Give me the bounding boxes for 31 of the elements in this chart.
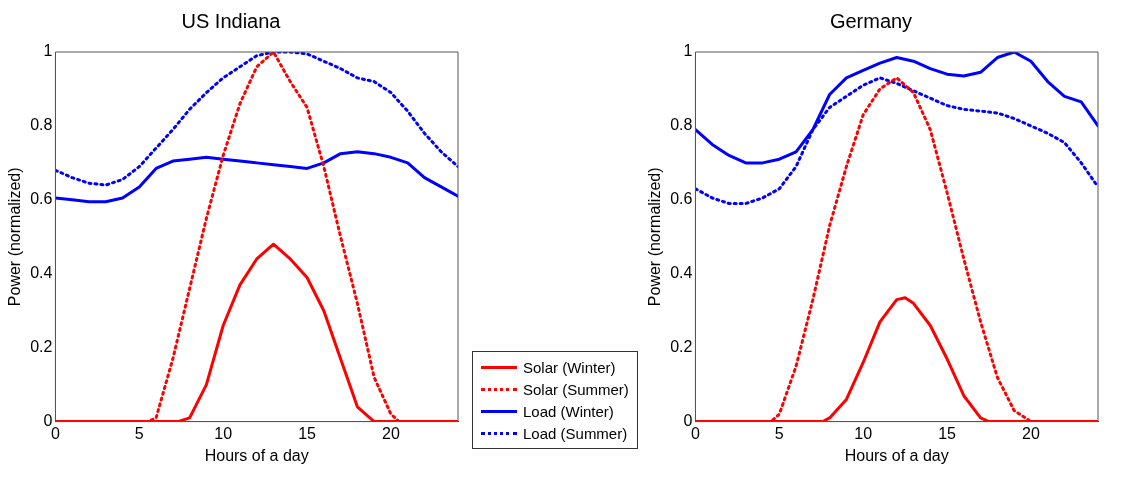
x-tick-label: 5 bbox=[134, 424, 144, 442]
legend-label: Solar (Summer) bbox=[523, 380, 629, 398]
y-tick-label: 0 bbox=[43, 412, 53, 430]
x-axis-title: Hours of a day bbox=[204, 446, 309, 464]
legend-label: Load (Summer) bbox=[523, 424, 628, 442]
y-tick-label: 0.8 bbox=[30, 116, 53, 134]
y-tick-label: 0.2 bbox=[30, 338, 53, 356]
y-tick-label: 0.6 bbox=[670, 190, 693, 208]
legend-label: Load (Winter) bbox=[523, 402, 614, 420]
x-tick-label: 15 bbox=[938, 424, 956, 442]
y-tick-label: 0.8 bbox=[670, 116, 693, 134]
chart-title: US Indiana bbox=[181, 9, 282, 32]
y-tick-label: 0 bbox=[683, 412, 693, 430]
y-tick-label: 1 bbox=[43, 42, 53, 60]
chart-title: Germany bbox=[829, 9, 912, 32]
x-tick-label: 10 bbox=[854, 424, 873, 442]
y-tick-label: 0.6 bbox=[30, 190, 53, 208]
y-axis-title: Power (normalized) bbox=[645, 167, 663, 307]
x-tick-label: 20 bbox=[382, 424, 400, 442]
x-tick-label: 20 bbox=[1021, 424, 1040, 442]
line-series bbox=[55, 52, 458, 187]
y-tick-label: 0.4 bbox=[30, 264, 53, 282]
x-tick-label: 5 bbox=[774, 424, 784, 442]
legend-label: Solar (Winter) bbox=[523, 358, 616, 376]
y-tick-label: 0.4 bbox=[670, 264, 693, 282]
x-tick-label: 15 bbox=[298, 424, 317, 442]
y-axis-title: Power (normalized) bbox=[6, 167, 24, 307]
x-tick-label: 10 bbox=[214, 424, 233, 442]
y-tick-label: 0.2 bbox=[670, 338, 693, 356]
x-axis-title: Hours of a day bbox=[844, 446, 949, 464]
y-tick-label: 1 bbox=[683, 42, 693, 60]
